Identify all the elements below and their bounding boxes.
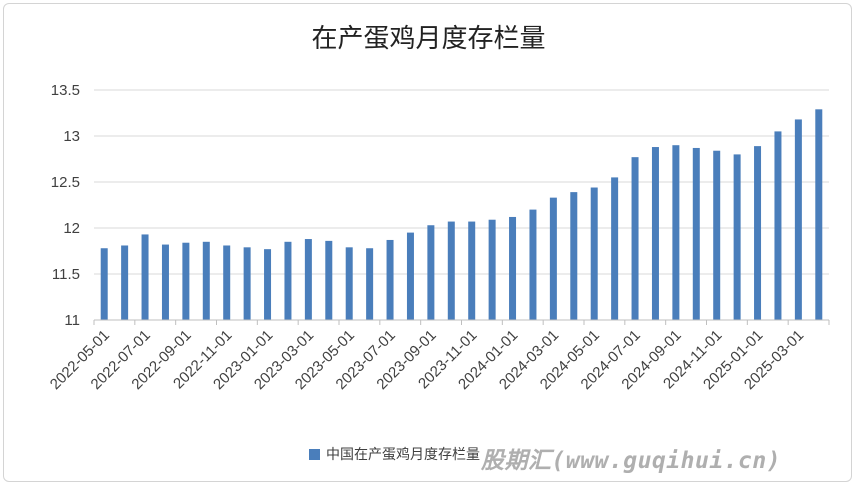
legend-swatch bbox=[309, 448, 320, 460]
bar bbox=[121, 245, 129, 320]
bar bbox=[713, 150, 721, 320]
bar bbox=[651, 147, 659, 320]
bar bbox=[468, 221, 476, 320]
y-tick-label: 11 bbox=[64, 312, 80, 329]
bar bbox=[447, 221, 455, 320]
y-axis-ticks: 11 11.5 12 12.5 13 13.5 bbox=[51, 82, 80, 329]
bar bbox=[631, 157, 639, 320]
bar bbox=[590, 187, 598, 320]
bar bbox=[549, 197, 557, 320]
bar bbox=[754, 146, 762, 320]
bar bbox=[345, 247, 353, 320]
bar bbox=[529, 209, 537, 320]
gridlines bbox=[94, 89, 829, 275]
bar bbox=[774, 131, 782, 320]
y-tick-label: 12.5 bbox=[51, 174, 80, 191]
bar bbox=[243, 247, 251, 320]
bar bbox=[366, 248, 374, 320]
bar bbox=[815, 109, 823, 320]
bar bbox=[141, 234, 149, 320]
bar bbox=[692, 147, 700, 320]
y-tick-label: 13.5 bbox=[51, 82, 80, 99]
bar bbox=[202, 241, 210, 320]
y-tick-label: 13 bbox=[63, 128, 80, 145]
bar bbox=[488, 219, 496, 320]
bar bbox=[161, 244, 169, 320]
legend: 中国在产蛋鸡月度存栏量 bbox=[309, 444, 480, 464]
bar bbox=[794, 119, 802, 320]
bar bbox=[100, 248, 108, 320]
bars bbox=[100, 109, 823, 320]
bar bbox=[427, 225, 435, 320]
bar bbox=[304, 239, 312, 320]
bar bbox=[264, 249, 272, 320]
y-tick-label: 11.5 bbox=[52, 266, 80, 283]
legend-label: 中国在产蛋鸡月度存栏量 bbox=[326, 447, 480, 463]
bar bbox=[570, 192, 578, 320]
bar bbox=[325, 240, 333, 320]
chart-title: 在产蛋鸡月度存栏量 bbox=[311, 24, 546, 54]
bar bbox=[406, 232, 414, 320]
bar bbox=[672, 145, 680, 320]
y-tick-label: 12 bbox=[63, 220, 80, 237]
x-axis-ticks: 2022-05-012022-07-012022-09-012022-11-01… bbox=[47, 320, 830, 393]
bar bbox=[733, 154, 741, 320]
watermark-text: 股期汇(www.guqihui.cn) bbox=[481, 448, 782, 474]
bar bbox=[284, 241, 292, 320]
bar bbox=[611, 177, 619, 320]
bar bbox=[223, 245, 231, 320]
bar bbox=[182, 242, 190, 320]
bar bbox=[386, 239, 394, 320]
bar bbox=[509, 216, 517, 320]
